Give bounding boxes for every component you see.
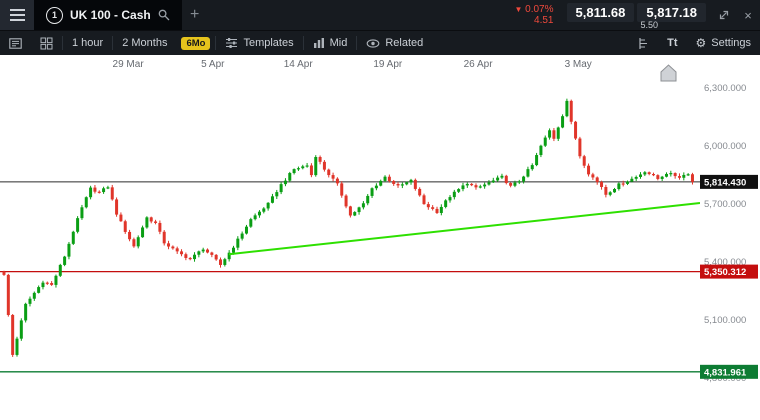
settings-label: Settings	[711, 37, 751, 49]
hamburger-icon	[9, 9, 25, 11]
svg-text:5,350.312: 5,350.312	[704, 267, 746, 278]
add-tab-button[interactable]: +	[190, 6, 200, 23]
change-absolute: 4.51	[534, 15, 554, 26]
svg-text:3 May: 3 May	[565, 59, 592, 70]
toolbar-separator	[356, 36, 358, 50]
price-axis[interactable]	[700, 55, 760, 420]
svg-text:5,700.000: 5,700.000	[704, 199, 746, 210]
svg-text:6,000.000: 6,000.000	[704, 141, 746, 152]
chart-area[interactable]: 29 Mar 5 Apr 14 Apr 19 Apr 26 Apr 3 May 6,300.…	[0, 55, 760, 420]
window-titlebar: 1 UK 100 - Cash + ▼ 0.07% 4.51 5,811.68 …	[0, 0, 760, 30]
eye-icon	[366, 38, 380, 48]
price-chart[interactable]: 29 Mar 5 Apr 14 Apr 19 Apr 26 Apr 3 May 6,300.…	[0, 55, 760, 420]
instrument-name: UK 100 - Cash	[70, 8, 151, 22]
titlebar-spacer	[208, 0, 515, 30]
svg-text:29 Mar: 29 Mar	[113, 59, 145, 70]
mid-support-label: 5,350.312	[700, 264, 758, 279]
axis-scale-icon	[639, 37, 648, 49]
layout-grid-button[interactable]	[31, 31, 62, 55]
svg-text:5,814.430: 5,814.430	[704, 177, 746, 188]
price-change: ▼ 0.07% 4.51	[514, 4, 553, 26]
svg-text:26 Apr: 26 Apr	[464, 59, 494, 70]
down-arrow-icon: ▼	[514, 5, 523, 14]
instrument-number-icon: 1	[46, 6, 63, 24]
toolbar-separator	[112, 36, 114, 50]
news-button[interactable]	[0, 31, 31, 55]
svg-text:5,100.000: 5,100.000	[704, 315, 746, 326]
lower-support-label: 4,831.961	[700, 364, 758, 379]
toolbar-separator	[62, 36, 63, 50]
scale-button[interactable]	[628, 31, 658, 55]
sliders-icon	[226, 38, 238, 48]
expand-button[interactable]	[712, 0, 736, 30]
related-label: Related	[385, 37, 424, 49]
grid-icon	[40, 37, 53, 49]
svg-text:14 Apr: 14 Apr	[284, 59, 314, 70]
svg-text:5,400.000: 5,400.000	[704, 257, 746, 268]
svg-text:19 Apr: 19 Apr	[373, 59, 403, 70]
price-type-label: Mid	[329, 37, 348, 49]
settings-button[interactable]: ⚙ Settings	[686, 31, 760, 55]
candles	[2, 98, 694, 357]
text-size-button[interactable]: Tt	[667, 37, 678, 49]
instrument-tab[interactable]: 1 UK 100 - Cash	[34, 0, 182, 30]
spread-value: 5.50	[640, 20, 658, 30]
sell-price-button[interactable]: 5,811.68	[566, 3, 635, 22]
current-price-label: 5,814.430	[700, 174, 758, 189]
change-percent: 0.07%	[525, 4, 554, 15]
svg-text:4,831.961: 4,831.961	[704, 367, 747, 378]
trendline[interactable]	[228, 202, 701, 256]
templates-label: Templates	[243, 37, 294, 49]
timeframe-dropdown[interactable]: 1 hour	[72, 37, 104, 49]
price-type-dropdown[interactable]: Mid	[304, 31, 357, 55]
svg-text:5 Apr: 5 Apr	[201, 59, 225, 70]
toolbar-separator	[302, 36, 304, 50]
related-button[interactable]: Related	[357, 31, 432, 55]
price-panel: 5,811.68 5,817.18 5.50	[564, 0, 706, 30]
level-lines	[0, 181, 700, 373]
mid-price-icon	[313, 38, 324, 48]
scroll-marker-icon[interactable]	[660, 64, 677, 82]
menu-button[interactable]	[0, 0, 34, 30]
expand-icon	[719, 10, 729, 20]
close-button[interactable]: ×	[744, 7, 752, 23]
gear-icon: ⚙	[695, 36, 707, 50]
news-icon	[9, 37, 22, 49]
toolbar-separator	[215, 36, 217, 50]
svg-text:6,300.000: 6,300.000	[704, 83, 746, 94]
templates-button[interactable]: Templates	[216, 31, 302, 55]
chart-toolbar: 1 hour 2 Months 6Mo Templates Mid	[0, 30, 760, 55]
range-badge[interactable]: 6Mo	[181, 36, 211, 50]
range-dropdown[interactable]: 2 Months	[122, 37, 168, 49]
x-axis-labels: 29 Mar 5 Apr 14 Apr 19 Apr 26 Apr 3 May	[113, 59, 592, 70]
search-icon[interactable]	[158, 9, 170, 21]
buy-price-button[interactable]: 5,817.18	[637, 3, 706, 22]
